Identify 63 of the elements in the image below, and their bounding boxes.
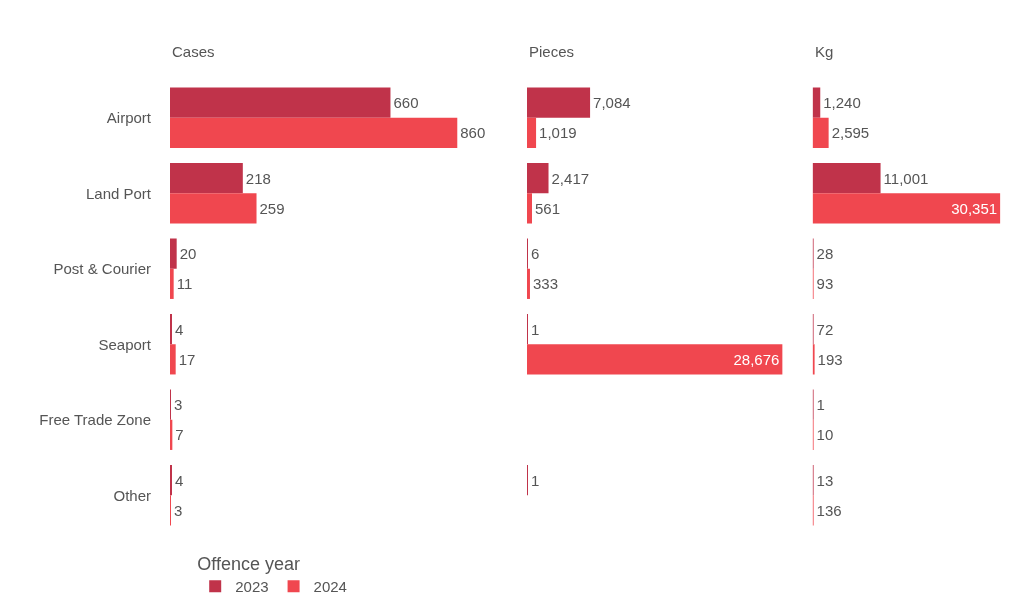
data-label: 7 [175, 426, 184, 444]
data-label: 17 [178, 350, 196, 368]
bar [812, 344, 815, 375]
legend-title: Offence year [197, 553, 300, 574]
bar [812, 193, 1001, 224]
data-label: 1 [816, 396, 825, 414]
data-label: 4 [175, 471, 184, 489]
bar [170, 193, 257, 224]
data-label: 1 [531, 320, 540, 338]
bar [170, 344, 176, 375]
data-label: 93 [816, 275, 834, 293]
data-label: 660 [393, 94, 419, 112]
data-label: 333 [532, 275, 558, 293]
data-label: 1,019 [539, 124, 577, 142]
data-label: 860 [460, 124, 486, 142]
data-label: 193 [817, 350, 843, 368]
bar [812, 87, 821, 118]
bar [527, 87, 591, 118]
data-label: 3 [174, 501, 183, 519]
bar [527, 117, 537, 148]
data-label: 218 [245, 169, 271, 187]
y-tick-label: Airport [106, 109, 152, 126]
data-label: 11,001 [883, 169, 929, 187]
data-label: 28 [816, 245, 834, 263]
y-tick-label: Post & Courier [53, 260, 151, 277]
bar [812, 117, 829, 148]
data-label: 30,351 [951, 199, 998, 217]
bar [527, 344, 783, 375]
data-label: 72 [816, 320, 834, 338]
bar [170, 268, 174, 299]
bar [170, 238, 177, 269]
data-label: 1,240 [823, 94, 861, 112]
data-label: 10 [816, 426, 834, 444]
y-tick-label: Seaport [98, 335, 152, 353]
data-label: 7,084 [593, 94, 631, 112]
bar [170, 163, 243, 194]
bar [527, 268, 530, 299]
data-label: 136 [816, 501, 842, 519]
chart-title: Cases [172, 43, 215, 60]
data-label: 20 [179, 245, 197, 263]
bar [170, 87, 391, 118]
data-label: 3 [174, 396, 183, 414]
data-label: 2,595 [831, 124, 870, 142]
data-label: 561 [535, 199, 561, 217]
chart-title: Pieces [529, 43, 575, 60]
chart-title: Kg [815, 43, 834, 60]
y-tick-label: Other [113, 486, 151, 504]
legend-label: 2024 [313, 578, 347, 596]
data-label: 28,676 [733, 350, 780, 368]
legend-label: 2023 [235, 578, 269, 596]
data-label: 11 [176, 275, 193, 293]
bar [812, 163, 881, 194]
y-tick-label: Land Port [85, 184, 152, 202]
data-label: 6 [531, 245, 540, 263]
bar [170, 117, 458, 148]
data-label: 259 [259, 199, 285, 217]
y-tick-label: Free Trade Zone [39, 411, 151, 428]
bar [527, 193, 532, 224]
bar [527, 163, 549, 194]
data-label: 1 [531, 471, 540, 489]
data-label: 4 [175, 320, 184, 338]
data-label: 2,417 [551, 169, 590, 187]
data-label: 13 [816, 471, 834, 489]
